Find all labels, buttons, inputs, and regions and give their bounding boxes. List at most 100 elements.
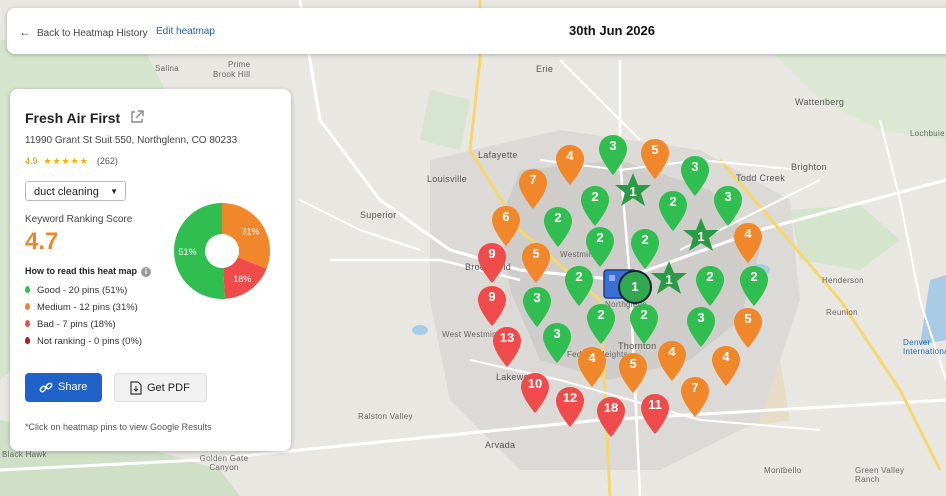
donut-slice-good	[173, 203, 226, 299]
heatmap-pin-good[interactable]: 2	[586, 303, 616, 344]
info-icon[interactable]: i	[141, 267, 152, 277]
heatmap-pin-medium[interactable]: 4	[733, 222, 763, 263]
map-pin-icon	[556, 387, 584, 427]
legend-label: Medium - 12 pins (31%)	[37, 302, 138, 313]
link-icon	[39, 382, 53, 393]
external-link-icon[interactable]	[129, 109, 145, 125]
map-label: Denver International	[903, 338, 946, 356]
pin-rank: 4	[566, 148, 574, 163]
legend-label: Bad - 7 pins (18%)	[37, 319, 116, 330]
pin-rank: 4	[588, 350, 596, 365]
pin-rank: 13	[499, 330, 515, 345]
map-pin-icon	[734, 223, 762, 263]
heatmap-pin-good[interactable]: 2	[629, 303, 659, 344]
heatmap-pin-good[interactable]: 3	[713, 185, 743, 226]
pin-rank: 2	[750, 269, 758, 284]
get-pdf-button[interactable]: Get PDF	[114, 373, 207, 402]
heatmap-pin-good[interactable]: 3	[522, 286, 552, 327]
map-label: Louisville	[427, 174, 468, 184]
heatmap-pin-good[interactable]: 2	[564, 265, 594, 306]
map-pin-icon	[586, 227, 614, 267]
heatmap-pin-good[interactable]: 3	[686, 306, 716, 347]
map-pin-icon	[556, 145, 584, 185]
heatmap-pin-good[interactable]: 2	[739, 265, 769, 306]
pin-dot-icon	[25, 303, 30, 310]
pin-rank: 3	[724, 189, 732, 204]
heatmap-pin-medium[interactable]: 5	[640, 138, 670, 179]
heatmap-pin-medium[interactable]: 5	[618, 352, 648, 393]
footnote: *Click on heatmap pins to view Google Re…	[25, 422, 212, 432]
keyword-select[interactable]: duct cleaning ▼	[25, 181, 126, 201]
heatmap-pin-good[interactable]: 2	[630, 228, 660, 269]
heatmap-pin-good[interactable]: 2	[580, 185, 610, 226]
map-pin-icon	[630, 304, 658, 344]
review-count: (262)	[96, 156, 118, 166]
heatmap-pin-bad[interactable]: 9	[477, 242, 507, 283]
heatmap-pin-good[interactable]: 2	[658, 190, 688, 231]
rating-value: 4.9	[25, 156, 38, 166]
pin-rank: 5	[532, 246, 540, 261]
pin-rank: 5	[651, 142, 659, 157]
legend-label: Not ranking - 0 pins (0%)	[37, 336, 143, 347]
heatmap-pin-bad[interactable]: 10	[520, 372, 550, 413]
heatmap-pin-bad[interactable]: 18	[596, 396, 626, 437]
share-button[interactable]: Share	[25, 373, 102, 402]
pin-rank: 1	[631, 279, 639, 294]
map-pin-icon	[681, 156, 709, 196]
heatmap-star-pin[interactable]: 1	[614, 172, 652, 208]
heatmap-date: 30th Jun 2026	[569, 23, 655, 38]
pin-rank: 2	[554, 210, 562, 225]
heatmap-pin-medium[interactable]: 7	[680, 376, 710, 417]
pin-rank: 3	[533, 290, 541, 305]
heatmap-pin-bad[interactable]: 13	[492, 326, 522, 367]
map-pin-icon	[519, 169, 547, 209]
donut-slice-bad	[223, 257, 267, 299]
map-pin-icon	[478, 286, 506, 326]
heatmap-pin-good[interactable]: 3	[542, 322, 572, 363]
map-label: Green Valley Ranch	[855, 466, 905, 484]
map-label: Golden Gate Canyon	[199, 454, 249, 472]
star-icon	[651, 261, 687, 294]
heatmap-pin-medium[interactable]: 4	[711, 345, 741, 386]
pin-rank: 4	[744, 226, 752, 241]
center-pin[interactable]: 1	[618, 270, 652, 304]
heatmap-pin-bad[interactable]: 11	[640, 393, 670, 434]
heatmap-pin-medium[interactable]: 5	[521, 242, 551, 283]
heatmap-pin-medium[interactable]: 4	[577, 346, 607, 387]
edit-heatmap-link[interactable]: Edit heatmap	[156, 26, 215, 37]
legend-item-not-ranking: Not ranking - 0 pins (0%)	[25, 336, 142, 353]
howto-title: How to read this heat map i	[25, 266, 152, 277]
map-label: Arvada	[485, 440, 516, 450]
caret-down-icon: ▼	[110, 187, 118, 196]
heatmap-pin-medium[interactable]: 4	[555, 144, 585, 185]
heatmap-pin-medium[interactable]: 7	[518, 168, 548, 209]
back-to-history-link[interactable]: ← Back to Heatmap History	[19, 25, 148, 39]
map-pin-icon	[578, 347, 606, 387]
map-label: Black Hawk	[2, 450, 47, 459]
map-label: Todd Creek	[736, 173, 786, 183]
heatmap-pin-bad[interactable]: 12	[555, 386, 585, 427]
heatmap-pin-good[interactable]: 2	[695, 265, 725, 306]
pin-rank: 7	[691, 380, 699, 395]
map-pin-icon	[687, 307, 715, 347]
heatmap-pin-medium[interactable]: 5	[733, 307, 763, 348]
heatmap-pin-good[interactable]: 3	[598, 134, 628, 175]
heatmap-pin-good[interactable]: 3	[680, 155, 710, 196]
pin-rank: 2	[597, 307, 605, 322]
heatmap-star-pin[interactable]: 1	[682, 217, 720, 253]
heatmap-pin-good[interactable]: 2	[585, 226, 615, 267]
business-rating: 4.9 ★★★★★ (262)	[25, 156, 118, 167]
heatmap-pin-good[interactable]: 2	[543, 206, 573, 247]
heatmap-star-pin[interactable]: 1	[650, 260, 688, 296]
heatmap-pin-medium[interactable]: 6	[491, 205, 521, 246]
legend-label: Good - 20 pins (51%)	[37, 285, 128, 296]
get-pdf-label: Get PDF	[147, 382, 190, 394]
heatmap-pin-bad[interactable]: 9	[477, 285, 507, 326]
map-label: Lafayette	[478, 150, 518, 160]
map-label: Lakewood	[496, 372, 540, 382]
donut-label: 51%	[179, 247, 197, 257]
back-link-label: Back to Heatmap History	[37, 28, 148, 39]
heatmap-pin-medium[interactable]: 4	[657, 340, 687, 381]
map-pin-icon	[714, 186, 742, 226]
